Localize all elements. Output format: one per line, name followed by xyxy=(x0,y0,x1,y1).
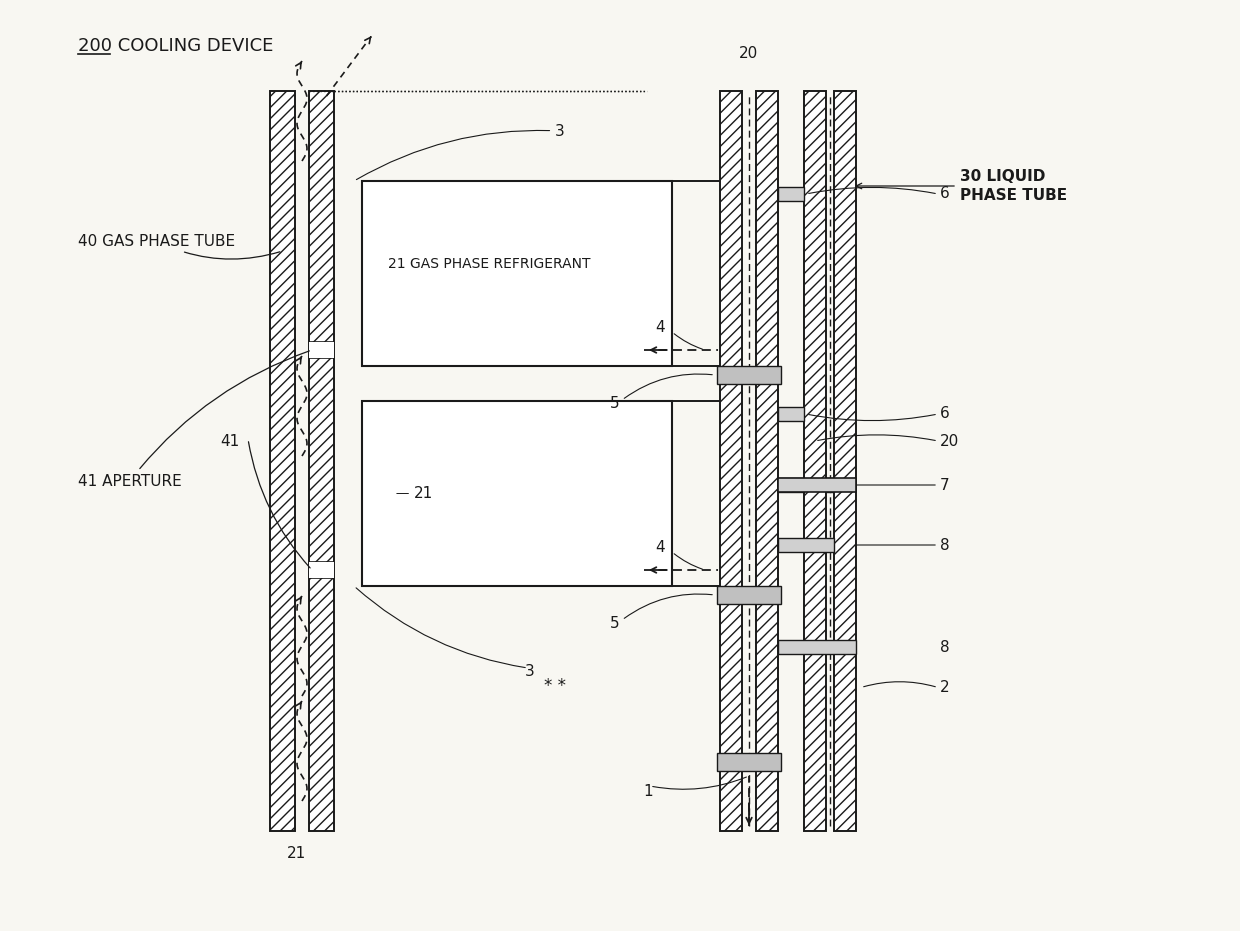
Text: 200 COOLING DEVICE: 200 COOLING DEVICE xyxy=(78,37,273,55)
Text: 5: 5 xyxy=(610,616,620,631)
Bar xyxy=(777,640,856,654)
Text: 20: 20 xyxy=(739,46,759,61)
Text: 41 APERTURE: 41 APERTURE xyxy=(78,351,309,489)
Text: 8: 8 xyxy=(940,640,950,654)
Bar xyxy=(835,91,856,831)
Bar xyxy=(717,366,781,384)
Bar xyxy=(270,91,295,831)
Bar xyxy=(777,478,804,492)
Bar xyxy=(717,586,781,604)
Text: 6: 6 xyxy=(940,186,950,201)
Bar xyxy=(756,91,777,831)
Bar xyxy=(777,538,835,552)
Bar xyxy=(309,91,334,831)
Bar xyxy=(309,562,334,578)
Text: 40 GAS PHASE TUBE: 40 GAS PHASE TUBE xyxy=(78,234,280,259)
Text: 41: 41 xyxy=(219,434,239,449)
Bar xyxy=(362,181,672,366)
Text: 2: 2 xyxy=(940,680,950,695)
Text: 4: 4 xyxy=(655,541,665,556)
Text: 1: 1 xyxy=(644,784,652,799)
Bar xyxy=(777,478,856,492)
Bar xyxy=(362,401,672,586)
Bar xyxy=(804,91,826,831)
Text: 21 GAS PHASE REFRIGERANT: 21 GAS PHASE REFRIGERANT xyxy=(388,257,590,271)
Bar xyxy=(777,187,804,201)
Text: 8: 8 xyxy=(940,537,950,552)
Text: 3: 3 xyxy=(356,124,565,180)
Text: * *: * * xyxy=(544,677,565,695)
Text: 20: 20 xyxy=(940,434,960,449)
Bar xyxy=(777,407,804,421)
Bar xyxy=(717,753,781,771)
Text: 3: 3 xyxy=(525,664,534,679)
Bar xyxy=(309,342,334,358)
Text: 21: 21 xyxy=(288,845,306,860)
Text: 7: 7 xyxy=(940,478,950,492)
Bar xyxy=(720,91,742,831)
Text: 5: 5 xyxy=(610,397,620,412)
Text: 4: 4 xyxy=(655,320,665,335)
Bar xyxy=(826,478,835,492)
Text: 21: 21 xyxy=(397,486,433,501)
Text: 6: 6 xyxy=(940,407,950,422)
Text: 30 LIQUID
PHASE TUBE: 30 LIQUID PHASE TUBE xyxy=(960,169,1068,203)
